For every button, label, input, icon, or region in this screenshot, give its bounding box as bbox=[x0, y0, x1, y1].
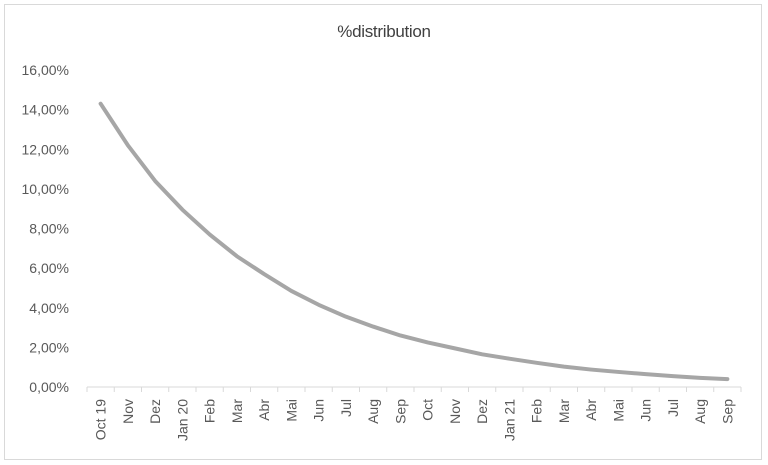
x-tick-label: Feb bbox=[529, 399, 545, 423]
y-tick-label: 0,00% bbox=[29, 379, 69, 395]
x-tick-label: Sep bbox=[392, 399, 408, 424]
y-tick-label: 8,00% bbox=[29, 221, 69, 237]
x-tick-label: Jul bbox=[338, 399, 354, 417]
x-tick-label: Jan 21 bbox=[501, 399, 517, 441]
x-tick-label: Aug bbox=[692, 399, 708, 424]
x-tick-label: Abr bbox=[256, 399, 272, 421]
series-line bbox=[98, 101, 730, 382]
x-tick-label: Sep bbox=[719, 399, 735, 424]
y-tick-label: 6,00% bbox=[29, 260, 69, 276]
series-layer bbox=[98, 101, 730, 382]
x-tick-label: Mai bbox=[283, 399, 299, 422]
x-tick-label: Jul bbox=[665, 399, 681, 417]
x-tick-label: Abr bbox=[583, 399, 599, 421]
y-tick-label: 4,00% bbox=[29, 300, 69, 316]
x-tick-label: Dez bbox=[147, 399, 163, 424]
y-tick-label: 16,00% bbox=[22, 62, 69, 78]
x-tick-label: Jan 20 bbox=[174, 399, 190, 441]
x-tick-label: Mar bbox=[556, 399, 572, 423]
x-tick-label: Feb bbox=[202, 399, 218, 423]
chart-frame bbox=[4, 4, 762, 460]
x-tick-label: Oct bbox=[420, 399, 436, 421]
chart-title: %distribution bbox=[337, 22, 431, 41]
x-tick-label: Dez bbox=[474, 399, 490, 424]
y-tick-label: 10,00% bbox=[22, 181, 69, 197]
y-tick-label: 2,00% bbox=[29, 339, 69, 355]
y-tick-label: 14,00% bbox=[22, 102, 69, 118]
x-axis: Oct 19 Nov Dez Jan 20 Feb Mar Abr Mai Jun Jul Aug S… bbox=[86, 386, 742, 441]
x-tick-label: Oct 19 bbox=[93, 399, 109, 440]
x-tick-label: Mar bbox=[229, 399, 245, 423]
x-tick-label: Jun bbox=[638, 399, 654, 422]
x-tick-label: Aug bbox=[365, 399, 381, 424]
y-axis: 0,00% 2,00% 4,00% 6,00% 8,00% 10,00% 12,00% 14,… bbox=[22, 62, 69, 395]
y-tick-label: 12,00% bbox=[22, 141, 69, 157]
x-tick-label: Nov bbox=[120, 399, 136, 424]
x-tick-label: Mai bbox=[610, 399, 626, 422]
x-tick-label: Jun bbox=[311, 399, 327, 422]
x-tick-label: Nov bbox=[447, 399, 463, 424]
